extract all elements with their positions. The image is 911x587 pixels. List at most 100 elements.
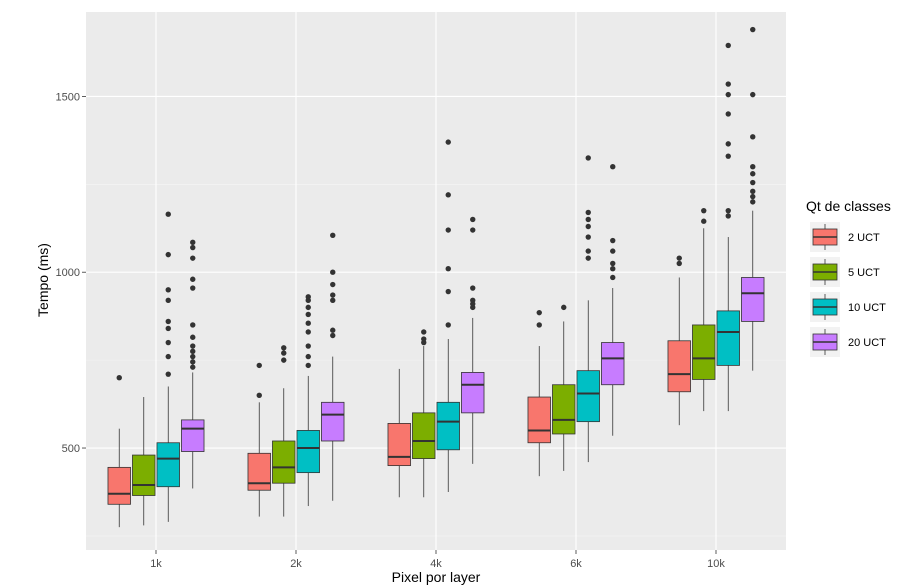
- outlier-point: [190, 285, 196, 291]
- outlier-point: [305, 294, 311, 300]
- y-axis-ticks: 500 1000 1500: [56, 91, 86, 455]
- outlier-point: [585, 234, 591, 240]
- box: [272, 440, 296, 484]
- outlier-point: [190, 353, 196, 360]
- x-tick-label: 2k: [290, 558, 302, 570]
- outlier-point: [725, 153, 731, 159]
- outlier-point: [190, 322, 196, 328]
- outlier-point: [330, 327, 336, 333]
- legend-key: [810, 222, 840, 252]
- outlier-point: [610, 265, 616, 272]
- y-tick-label: 1500: [56, 91, 80, 103]
- box: [156, 442, 180, 488]
- outlier-point: [421, 329, 427, 335]
- outlier-point: [330, 332, 336, 339]
- outlier-point: [585, 216, 591, 223]
- outlier-point: [585, 209, 591, 216]
- outlier-point: [190, 244, 196, 251]
- outlier-point: [305, 311, 311, 318]
- outlier-point: [701, 207, 707, 214]
- outlier-point: [585, 223, 591, 230]
- outlier-point: [750, 91, 756, 98]
- legend-key: [810, 327, 840, 357]
- legend-title: Qt de classes: [806, 198, 891, 214]
- outlier-point: [701, 218, 707, 224]
- outlier-point: [305, 329, 311, 335]
- box: [527, 396, 551, 444]
- outlier-point: [750, 199, 756, 205]
- outlier-point: [305, 320, 311, 326]
- outlier-point: [725, 141, 731, 147]
- outlier-point: [165, 371, 171, 377]
- x-axis-title: Pixel por layer: [392, 569, 481, 585]
- outlier-point: [536, 309, 542, 316]
- outlier-point: [725, 111, 731, 117]
- outlier-point: [750, 193, 756, 200]
- outlier-point: [190, 348, 196, 355]
- outlier-point: [190, 276, 196, 282]
- outlier-point: [750, 188, 756, 195]
- box: [667, 340, 691, 393]
- legend-label: 20 UCT: [848, 337, 886, 349]
- outlier-point: [305, 362, 311, 369]
- outlier-point: [281, 350, 287, 356]
- outlier-point: [470, 216, 476, 223]
- outlier-point: [561, 304, 567, 311]
- outlier-point: [445, 288, 451, 295]
- outlier-point: [165, 297, 171, 304]
- outlier-point: [445, 322, 451, 328]
- x-axis-ticks: 1k 2k 4k 6k 10k: [150, 550, 725, 570]
- outlier-point: [330, 297, 336, 304]
- outlier-point: [445, 192, 451, 198]
- box: [132, 454, 156, 496]
- outlier-point: [165, 339, 171, 346]
- outlier-point: [281, 357, 287, 363]
- outlier-point: [445, 139, 451, 145]
- outlier-point: [585, 155, 591, 161]
- box: [436, 401, 460, 451]
- outlier-point: [305, 353, 311, 360]
- outlier-point: [750, 26, 756, 33]
- outlier-point: [330, 281, 336, 288]
- outlier-point: [610, 164, 616, 170]
- outlier-point: [190, 364, 196, 370]
- outlier-point: [445, 227, 451, 233]
- outlier-point: [281, 345, 287, 351]
- box: [692, 324, 716, 380]
- box: [552, 384, 576, 435]
- outlier-point: [610, 248, 616, 254]
- legend: Qt de classes 2 UCT 5 UCT 10 UCT 20 UCT: [806, 198, 891, 357]
- legend-key: [810, 292, 840, 322]
- box: [576, 370, 600, 423]
- box: [107, 466, 131, 505]
- outlier-point: [725, 213, 731, 219]
- outlier-point: [610, 274, 616, 281]
- x-tick-label: 10k: [707, 558, 725, 570]
- outlier-point: [536, 322, 542, 328]
- outlier-point: [585, 248, 591, 254]
- outlier-point: [445, 265, 451, 272]
- outlier-point: [165, 325, 171, 332]
- series-2-uct: [107, 255, 691, 528]
- series-5-uct: [132, 207, 716, 526]
- y-tick-label: 1000: [56, 267, 80, 279]
- outlier-point: [585, 255, 591, 261]
- outlier-point: [725, 207, 731, 214]
- outlier-point: [190, 239, 196, 246]
- box: [741, 277, 765, 322]
- outlier-point: [190, 359, 196, 365]
- outlier-point: [256, 362, 262, 369]
- outlier-point: [676, 255, 682, 261]
- outlier-point: [750, 134, 756, 140]
- box: [247, 452, 271, 491]
- box: [321, 401, 345, 442]
- box: [387, 423, 411, 467]
- box: [412, 412, 436, 459]
- box: [601, 342, 625, 386]
- box: [461, 372, 485, 414]
- series-10-uct: [156, 42, 740, 522]
- outlier-point: [190, 255, 196, 261]
- legend-label: 5 UCT: [848, 267, 880, 279]
- outlier-point: [610, 237, 616, 244]
- x-tick-label: 1k: [150, 558, 162, 570]
